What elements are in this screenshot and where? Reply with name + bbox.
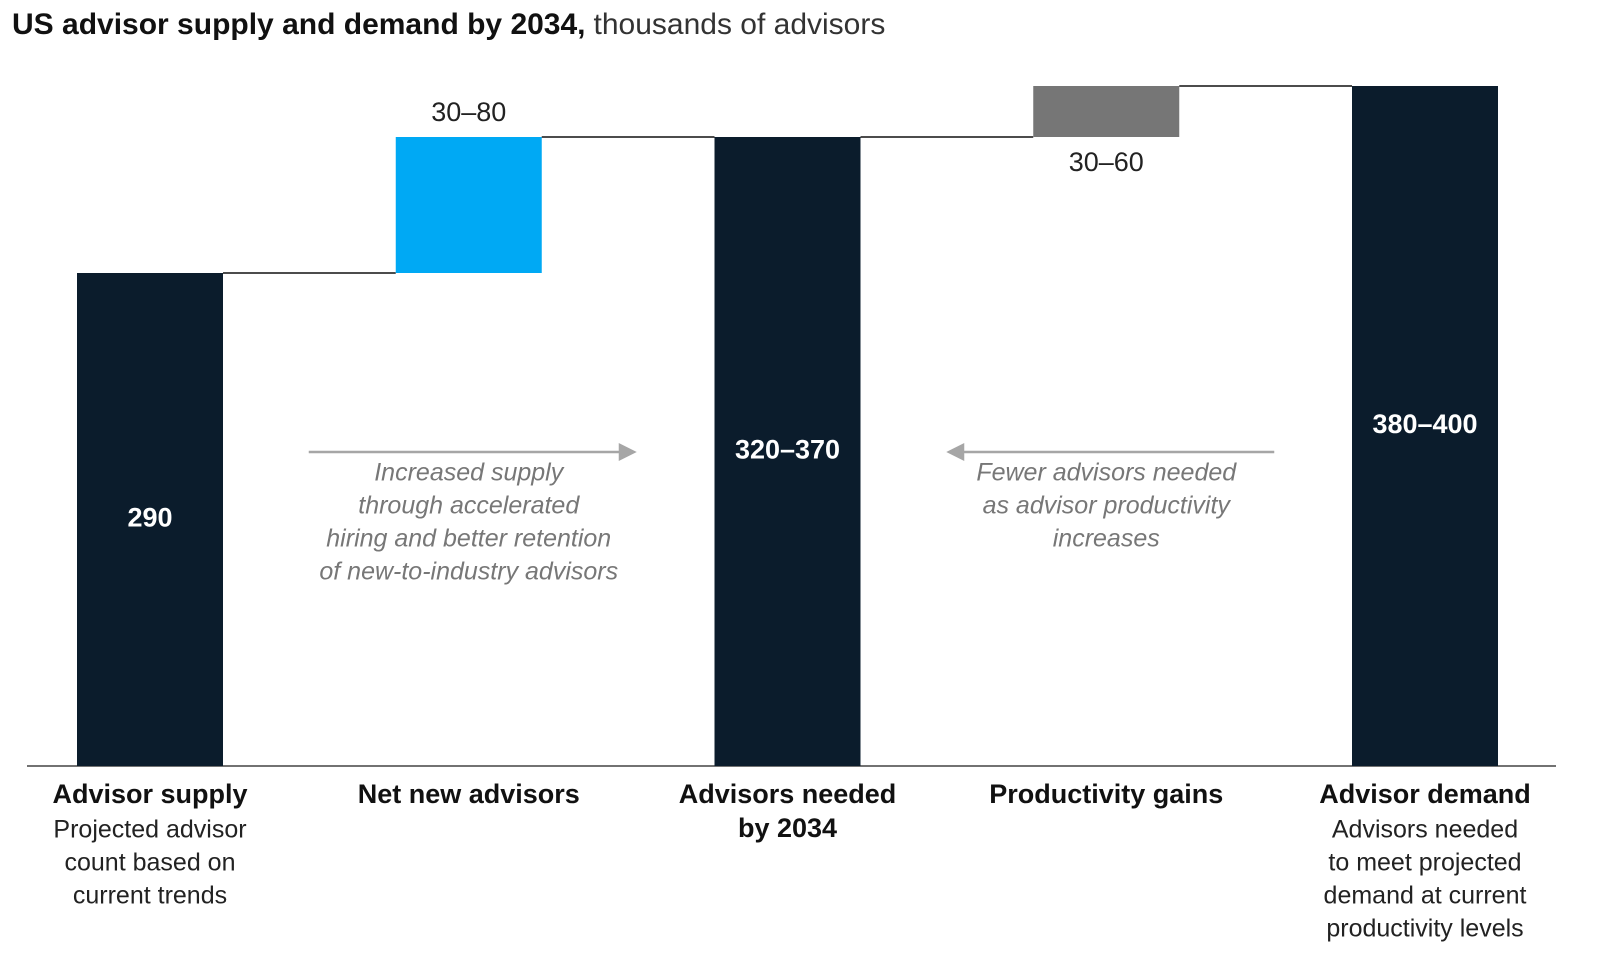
value-label: 30–60: [1069, 147, 1144, 177]
category-note: current trends: [73, 882, 227, 910]
arrow-head: [946, 443, 965, 461]
value-label: 30–80: [431, 97, 506, 127]
category-note: demand at current: [1324, 882, 1527, 910]
category-label: Net new advisors: [358, 779, 580, 809]
category-label: Productivity gains: [989, 779, 1223, 809]
annotation: hiring and better retention: [326, 525, 611, 553]
bar: [395, 137, 542, 273]
bar: [1352, 86, 1498, 766]
category-note: to meet projected: [1328, 849, 1521, 877]
category-label: by 2034: [738, 813, 837, 843]
category-note: count based on: [65, 849, 236, 877]
category-label: Advisor supply: [52, 779, 247, 809]
value-label: 290: [127, 503, 172, 533]
annotation: of new-to-industry advisors: [319, 558, 618, 586]
category-label: Advisors needed: [679, 779, 897, 809]
annotation: increases: [1053, 525, 1160, 553]
annotation: Fewer advisors needed: [976, 459, 1237, 487]
chart-heading: US advisor supply and demand by 2034, tho…: [12, 8, 885, 41]
annotation: Increased supply: [374, 459, 565, 487]
annotation: as advisor productivity: [983, 492, 1232, 520]
annotation: through accelerated: [358, 492, 580, 520]
value-label: 380–400: [1372, 409, 1477, 439]
bar: [714, 137, 861, 766]
value-label: 320–370: [735, 435, 840, 465]
bar: [1033, 86, 1180, 137]
category-note: Advisors needed: [1332, 816, 1518, 844]
category-label: Advisor demand: [1319, 779, 1531, 809]
chart-title: US advisor supply and demand by 2034,: [12, 8, 586, 41]
category-note: productivity levels: [1326, 915, 1523, 943]
arrow-head: [618, 443, 637, 461]
bar: [77, 273, 223, 766]
category-note: Projected advisor: [53, 816, 246, 844]
chart-subtitle: thousands of advisors: [594, 8, 886, 41]
